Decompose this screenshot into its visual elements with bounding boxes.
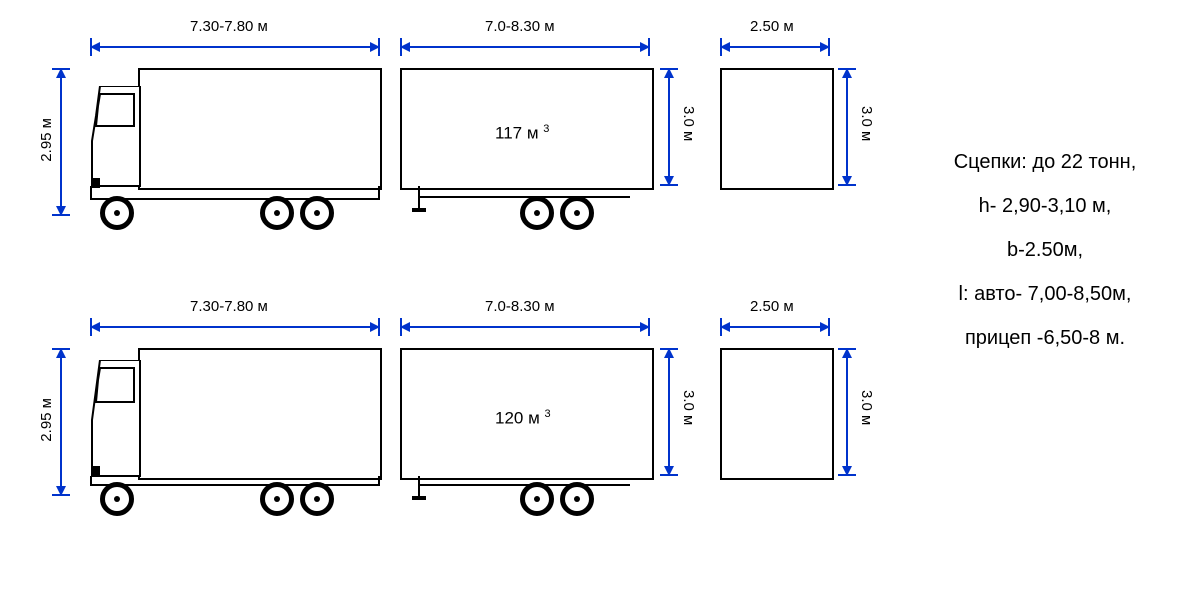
spec-line: l: авто- 7,00-8,50м,	[920, 272, 1170, 316]
truck-side-1	[90, 68, 380, 238]
rear-view-1	[720, 68, 830, 198]
dim-label: 2.95 м	[38, 118, 55, 162]
volume-label-1: 117 м 3	[495, 123, 549, 144]
dim-label: 2.50 м	[750, 298, 794, 315]
truck-row-1: 2.95 м 7.30-7.80 м 7.0-8.30 м	[20, 20, 900, 260]
dim-label: 2.50 м	[750, 18, 794, 35]
diagram-area: 2.95 м 7.30-7.80 м 7.0-8.30 м	[20, 20, 900, 571]
spec-line: прицеп -6,50-8 м.	[920, 316, 1170, 360]
truck-side-2	[90, 348, 380, 518]
rear-view-2	[720, 348, 830, 488]
dim-label: 7.0-8.30 м	[485, 18, 555, 35]
dim-label: 3.0 м	[858, 390, 875, 425]
specs-text: Сцепки: до 22 тонн, h- 2,90-3,10 м, b-2.…	[920, 140, 1170, 360]
dim-label: 2.95 м	[38, 398, 55, 442]
spec-line: b-2.50м,	[920, 228, 1170, 272]
spec-line: h- 2,90-3,10 м,	[920, 184, 1170, 228]
volume-label-2: 120 м 3	[495, 408, 551, 429]
trailer-side-1: 117 м 3	[400, 68, 650, 238]
dim-label: 3.0 м	[858, 106, 875, 141]
spec-line: Сцепки: до 22 тонн,	[920, 140, 1170, 184]
dim-label: 3.0 м	[680, 106, 697, 141]
dim-label: 7.30-7.80 м	[190, 18, 268, 35]
dim-label: 7.30-7.80 м	[190, 298, 268, 315]
dim-label: 7.0-8.30 м	[485, 298, 555, 315]
truck-row-2: 2.95 м 7.30-7.80 м 7.0-8.30 м 2.50 м	[20, 300, 900, 540]
dim-label: 3.0 м	[680, 390, 697, 425]
trailer-side-2: 120 м 3	[400, 348, 650, 518]
